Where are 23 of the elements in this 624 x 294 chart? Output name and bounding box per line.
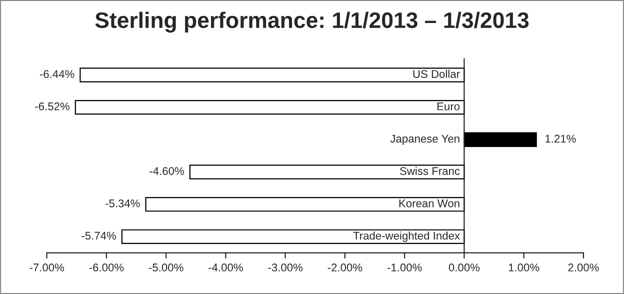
y-tick-label: Korean Won: [399, 200, 460, 208]
data-label: 1.21%: [546, 134, 576, 143]
y-tick-label: Swiss Franc: [400, 166, 460, 175]
y-tick-label: Euro: [437, 102, 460, 110]
x-tick-label: -3.00%: [268, 264, 303, 272]
x-tick-label: 1.00%: [508, 264, 540, 272]
chart-title: Sterling performance: 1/1/2013 – 1/3/2013: [95, 12, 529, 33]
data-label: -5.34%: [106, 199, 140, 208]
x-tick-label: -6.00%: [89, 264, 124, 272]
x-tick-label: -1.00%: [387, 264, 422, 272]
x-tick-label: 2.00%: [568, 264, 599, 272]
data-label: -5.74%: [82, 232, 116, 240]
data-label: -6.52%: [35, 102, 70, 110]
x-tick-label: -4.00%: [208, 264, 243, 272]
y-tick-label: Trade-weighted Index: [353, 231, 460, 242]
x-tick-label: 0.00%: [448, 264, 480, 272]
x-tick-label: -2.00%: [328, 264, 362, 272]
y-tick-label: US Dollar: [413, 70, 460, 78]
y-tick-label: Japanese Yen: [390, 134, 460, 145]
x-tick-label: -7.00%: [30, 264, 64, 272]
data-label: -4.60%: [150, 167, 184, 175]
x-tick-label: -5.00%: [148, 264, 184, 272]
data-label: -6.44%: [40, 70, 74, 78]
